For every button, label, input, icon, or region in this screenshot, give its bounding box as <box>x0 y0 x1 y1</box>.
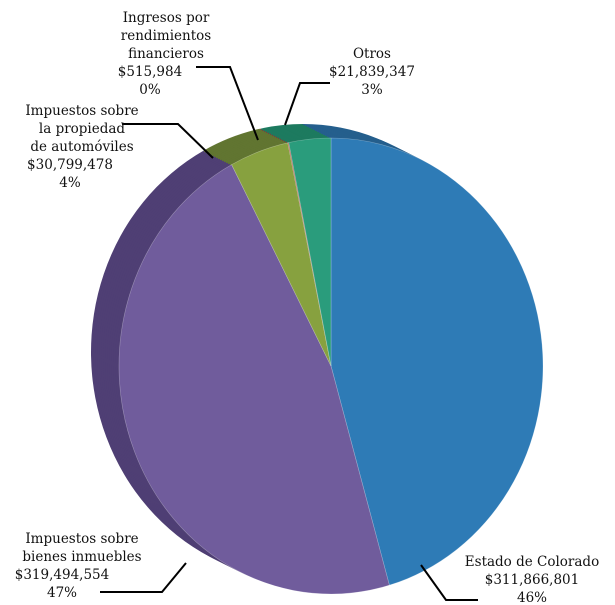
slice-percent-automoviles: 4% <box>59 175 81 191</box>
slice-amount-otros: $21,839,347 <box>329 64 415 80</box>
slice-percent-inmuebles: 47% <box>47 585 77 601</box>
slice-label-inmuebles-line1: Impuestos sobre <box>25 531 138 547</box>
leader-line-automoviles <box>122 123 214 159</box>
leader-lines <box>100 66 478 601</box>
leader-line-otros <box>284 82 330 126</box>
slice-amount-inmuebles: $319,494,554 <box>15 567 109 583</box>
label-group-automoviles: Impuestos sobre la propiedad de automóvi… <box>25 103 138 191</box>
slice-label-inmuebles-line2: bienes inmuebles <box>22 549 141 565</box>
slice-label-ingresos-line1: Ingresos por <box>123 10 210 26</box>
label-group-estado: Estado de Colorado $311,866,801 46% <box>465 554 599 605</box>
slice-percent-estado: 46% <box>517 590 547 605</box>
slice-estado <box>330 137 544 586</box>
slice-percent-otros: 3% <box>361 82 383 98</box>
slice-label-otros: Otros <box>353 46 391 62</box>
slice-label-automoviles-line3: de automóviles <box>30 139 133 155</box>
slice-label-estado: Estado de Colorado <box>465 554 599 570</box>
leader-line-estado <box>420 564 478 601</box>
leader-line-inmuebles <box>100 562 187 593</box>
slice-percent-ingresos: 0% <box>139 82 161 98</box>
slice-otros <box>288 137 332 367</box>
slice-inmuebles <box>118 164 390 595</box>
slice-label-automoviles-line1: Impuestos sobre <box>25 103 138 119</box>
slice-amount-automoviles: $30,799,478 <box>27 157 113 173</box>
label-group-inmuebles: Impuestos sobre bienes inmuebles $319,49… <box>15 531 142 601</box>
slice-ingresos <box>287 142 332 367</box>
slice-automoviles <box>231 142 332 367</box>
pie-slices <box>118 137 544 595</box>
slice-amount-estado: $311,866,801 <box>485 572 579 588</box>
slice-amount-ingresos: $515,984 <box>118 64 182 80</box>
label-group-ingresos: Ingresos por rendimientos financieros $5… <box>118 10 211 98</box>
slice-label-ingresos-line2: rendimientos <box>121 28 211 44</box>
leader-line-ingresos <box>196 66 259 141</box>
slice-label-ingresos-line3: financieros <box>128 46 204 62</box>
slice-label-automoviles-line2: la propiedad <box>39 121 126 137</box>
label-group-otros: Otros $21,839,347 3% <box>329 46 415 98</box>
